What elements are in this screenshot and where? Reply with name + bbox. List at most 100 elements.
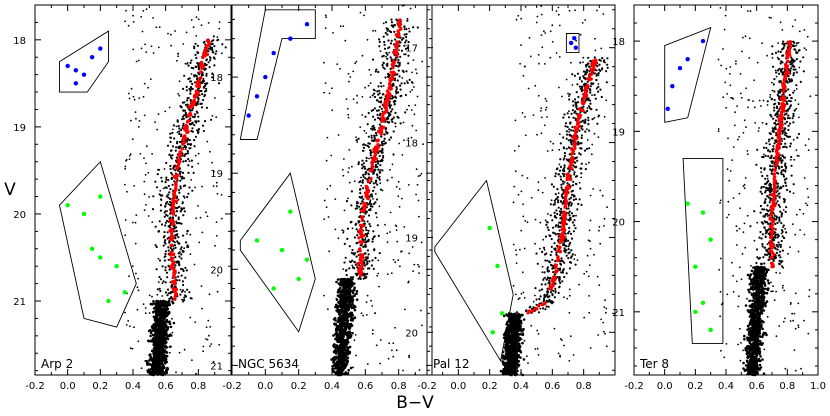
rgb-star: [383, 137, 386, 140]
field-star: [323, 61, 325, 64]
fiducial-point: [204, 44, 209, 48]
rgb-star: [189, 86, 193, 89]
field-star: [407, 184, 410, 186]
rgb-star: [187, 171, 190, 174]
rgb-star: [180, 267, 183, 271]
rgb-star: [376, 165, 379, 168]
fiducial-point: [382, 118, 386, 123]
fiducial-point: [199, 63, 203, 68]
ms-star: [335, 336, 338, 340]
fiducial-point: [397, 18, 402, 23]
rgb-star: [369, 149, 372, 152]
rgb-star: [384, 31, 387, 35]
ms-star: [332, 344, 335, 347]
rgb-star: [405, 33, 408, 36]
rgb-star: [377, 168, 380, 171]
rgb-star: [392, 100, 395, 103]
field-star: [379, 182, 382, 185]
rgb-star: [374, 163, 378, 166]
ms-star: [519, 356, 522, 359]
rgb-star: [370, 139, 374, 142]
field-star: [388, 342, 391, 345]
ms-star: [155, 328, 159, 331]
field-star: [382, 85, 385, 87]
ms-star: [154, 334, 158, 338]
rgb-star: [211, 42, 214, 46]
fiducial-point: [358, 247, 362, 251]
rgb-star: [367, 111, 370, 115]
field-star: [330, 154, 333, 157]
rgb-star: [186, 103, 189, 106]
field-star: [126, 190, 128, 193]
rgb-star: [346, 227, 349, 230]
rgb-star: [183, 114, 186, 117]
field-star: [166, 238, 169, 240]
field-star: [137, 126, 140, 128]
field-star: [177, 55, 180, 58]
rgb-star: [210, 118, 213, 121]
ms-star: [515, 359, 519, 362]
field-star: [364, 237, 367, 239]
ms-star: [157, 309, 161, 312]
rgb-star: [386, 33, 389, 36]
ms-star: [506, 343, 510, 347]
field-star: [339, 67, 341, 70]
rgb-star: [211, 48, 214, 52]
rgb-star: [177, 275, 180, 278]
rgb-star: [392, 130, 395, 133]
field-star: [212, 185, 215, 188]
rgb-star: [399, 88, 402, 91]
rgb-star: [389, 42, 393, 45]
field-star: [140, 16, 143, 18]
rgb-star: [167, 246, 170, 249]
fiducial-point: [174, 176, 178, 180]
ms-star: [342, 333, 345, 336]
field-star: [127, 92, 130, 95]
rgb-star: [186, 229, 189, 232]
rgb-star: [174, 256, 177, 259]
ms-star: [158, 312, 161, 316]
rgb-star: [189, 117, 192, 120]
field-star: [207, 319, 210, 322]
rgb-star: [564, 232, 567, 235]
field-star: [145, 51, 148, 53]
rgb-star: [403, 33, 406, 36]
ms-star: [163, 303, 166, 306]
field-star: [378, 205, 381, 208]
ms-star: [506, 370, 510, 373]
rgb-star: [352, 266, 355, 269]
fiducial-point: [179, 150, 183, 154]
rgb-star: [187, 64, 190, 67]
rgb-star: [358, 196, 361, 199]
field-star: [209, 150, 211, 153]
field-star: [137, 340, 140, 343]
ms-star: [342, 353, 346, 356]
field-star: [220, 194, 223, 196]
fiducial-point: [359, 228, 363, 233]
rgb-star: [207, 61, 210, 64]
rgb-star: [178, 222, 181, 225]
rgb-star: [167, 292, 170, 295]
field-star: [411, 71, 413, 74]
ms-star: [514, 373, 517, 377]
rgb-star: [176, 140, 179, 143]
ms-star: [505, 313, 508, 316]
field-star: [356, 200, 358, 203]
rgb-star: [361, 179, 364, 182]
bss-star: [114, 263, 119, 269]
rgb-star: [399, 84, 402, 87]
rgb-star: [405, 35, 408, 39]
fiducial-point: [395, 45, 399, 50]
field-star: [323, 91, 326, 94]
field-star: [135, 214, 138, 217]
bhb-star: [254, 94, 260, 99]
rgb-star: [355, 202, 358, 205]
field-star: [128, 158, 131, 161]
ms-star: [344, 311, 347, 314]
field-star: [199, 216, 202, 219]
field-star: [183, 348, 186, 351]
bss-star: [304, 257, 310, 262]
rgb-star: [388, 114, 391, 117]
rgb-star: [181, 124, 185, 127]
field-star: [360, 184, 363, 187]
